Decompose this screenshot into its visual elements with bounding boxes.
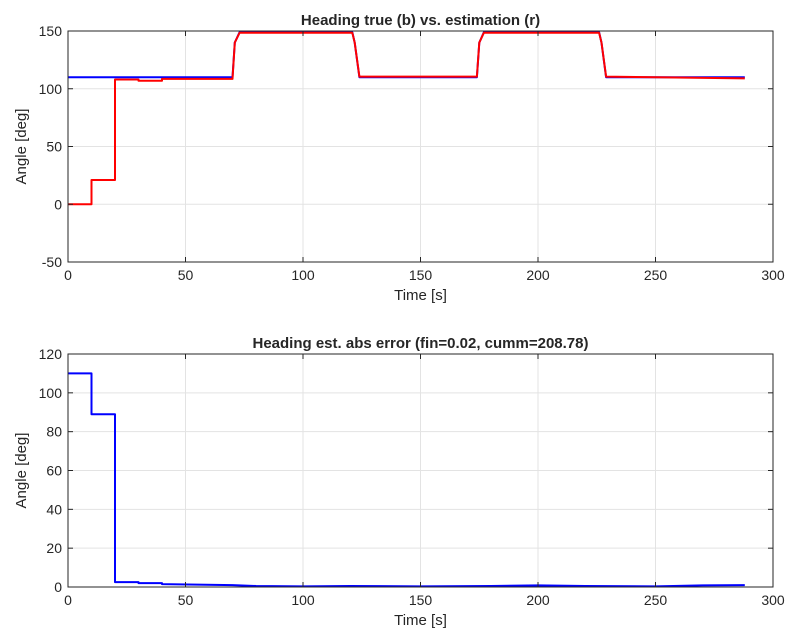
- chart-2-y-tick-label-6: 120: [39, 346, 63, 362]
- chart-2-axes: 0 50 100 150 200 250 300 0 20 40 60 80 100 120 Heading…: [13, 335, 785, 629]
- chart-1-x-tick-label-5: 250: [644, 267, 668, 283]
- chart-1-y-tick-label-0: -50: [42, 254, 62, 270]
- chart-2-y-tick-label-2: 40: [46, 501, 62, 517]
- chart-2-y-axis-label: Angle [deg]: [13, 433, 30, 509]
- chart-1-x-tick-label-0: 0: [64, 267, 72, 283]
- chart-1-x-tick-label-2: 100: [291, 267, 315, 283]
- chart-1-series-2-line: [68, 31, 745, 206]
- chart-2-x-axis-label: Time [s]: [394, 612, 447, 629]
- chart-1-y-tick-label-3: 100: [39, 81, 63, 97]
- chart-2-x-tick-label-3: 150: [409, 592, 433, 608]
- chart-1-y-tick-label-1: 0: [54, 196, 62, 212]
- chart-1-x-tick-label-3: 150: [409, 267, 433, 283]
- chart-1-x-tick-label-1: 50: [178, 267, 194, 283]
- chart-1-y-tick-label-4: 150: [39, 23, 63, 39]
- chart-1-x-tick-label-4: 200: [526, 267, 550, 283]
- chart-2-x-tick-label-0: 0: [64, 592, 72, 608]
- chart-2-x-tick-label-6: 300: [761, 592, 785, 608]
- chart-2-x-tick-label-5: 250: [644, 592, 668, 608]
- chart-2-x-tick-label-2: 100: [291, 592, 315, 608]
- chart-2-y-tick-label-1: 20: [46, 540, 62, 556]
- chart-1-title: Heading true (b) vs. estimation (r): [301, 12, 540, 29]
- chart-2-y-tick-label-4: 80: [46, 424, 62, 440]
- chart-2-y-tick-label-5: 100: [39, 385, 63, 401]
- chart-2-x-tick-label-4: 200: [526, 592, 550, 608]
- chart-1-x-axis-label: Time [s]: [394, 287, 447, 304]
- chart-1-x-tick-label-6: 300: [761, 267, 785, 283]
- chart-2-y-tick-label-0: 0: [54, 579, 62, 595]
- chart-2-title: Heading est. abs error (fin=0.02, cumm=2…: [253, 335, 589, 352]
- chart-1-y-tick-label-2: 50: [46, 139, 62, 155]
- chart-2-series-1-line: [68, 372, 745, 588]
- chart-2-y-tick-label-3: 60: [46, 463, 62, 479]
- chart-2-x-tick-label-1: 50: [178, 592, 194, 608]
- chart-1-y-axis-label: Angle [deg]: [13, 109, 30, 185]
